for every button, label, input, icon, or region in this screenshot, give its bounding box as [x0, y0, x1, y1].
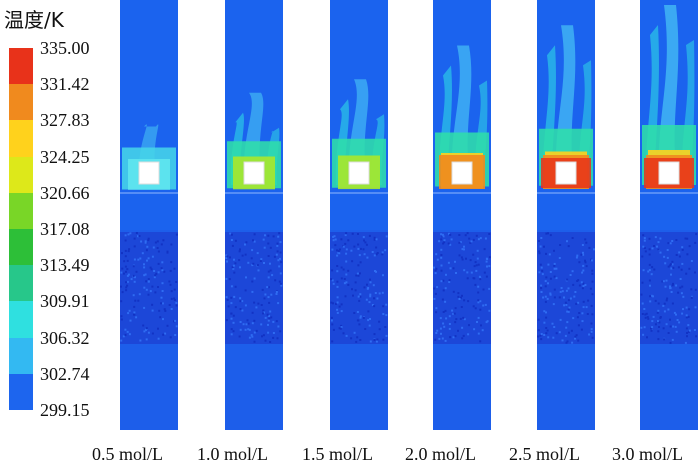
- legend-swatch-1: [9, 84, 33, 121]
- legend-label-7: 309.91: [40, 291, 90, 312]
- panel-label-5: 3.0 mol/L: [612, 444, 683, 464]
- heater-block: [138, 161, 160, 185]
- packed-bed-texture: [120, 232, 178, 342]
- legend-label-9: 302.74: [40, 363, 90, 384]
- lower-region: [330, 344, 388, 430]
- legend-label-0: 335.00: [40, 38, 90, 58]
- panel-0: [120, 0, 178, 430]
- legend-label-3: 324.25: [40, 146, 90, 167]
- lower-region: [120, 344, 178, 430]
- legend-label-4: 320.66: [40, 182, 90, 203]
- panel-3: [433, 0, 491, 430]
- heater-block: [658, 161, 680, 185]
- panel-label-3: 2.0 mol/L: [405, 444, 476, 464]
- packed-bed-texture: [640, 233, 698, 344]
- panel-4: [537, 0, 595, 430]
- legend-swatch-4: [9, 192, 33, 230]
- temperature-color-legend: [9, 48, 33, 411]
- legend-swatch-9: [9, 373, 33, 411]
- legend-label-8: 306.32: [40, 327, 90, 348]
- panel-1: [225, 0, 283, 430]
- legend-swatch-7: [9, 301, 33, 339]
- heater-block: [348, 161, 370, 185]
- legend-label-2: 327.83: [40, 110, 90, 131]
- packed-bed-texture: [537, 232, 595, 344]
- lower-region: [537, 344, 595, 430]
- heater-block: [243, 161, 265, 185]
- panel-2: [330, 0, 388, 430]
- packed-bed-texture: [433, 232, 491, 343]
- legend-swatch-2: [9, 120, 33, 158]
- packed-bed: [225, 232, 283, 344]
- panel-label-0: 0.5 mol/L: [92, 444, 163, 464]
- legend-label-10: 299.15: [40, 400, 90, 420]
- legend-swatch-6: [9, 265, 33, 302]
- legend-label-1: 331.42: [40, 74, 90, 95]
- packed-bed: [537, 232, 595, 344]
- packed-bed-texture: [330, 232, 388, 343]
- panel-label-1: 1.0 mol/L: [197, 444, 268, 464]
- legend-swatch-8: [9, 337, 33, 375]
- lower-region: [640, 344, 698, 430]
- legend-label-6: 313.49: [40, 255, 90, 276]
- packed-bed-texture: [225, 232, 283, 343]
- legend-title: 温度/K: [4, 8, 64, 32]
- lower-region: [433, 344, 491, 430]
- legend-swatch-0: [9, 48, 33, 85]
- heater-block: [451, 161, 473, 185]
- legend-swatch-5: [9, 229, 33, 266]
- upper-region: [120, 0, 178, 230]
- lower-region: [225, 344, 283, 430]
- legend-label-5: 317.08: [40, 219, 90, 239]
- legend-swatch-3: [9, 156, 33, 194]
- panel-5: [640, 0, 698, 430]
- panel-label-4: 2.5 mol/L: [509, 444, 580, 464]
- heater-block: [555, 161, 577, 185]
- panel-label-2: 1.5 mol/L: [302, 444, 373, 464]
